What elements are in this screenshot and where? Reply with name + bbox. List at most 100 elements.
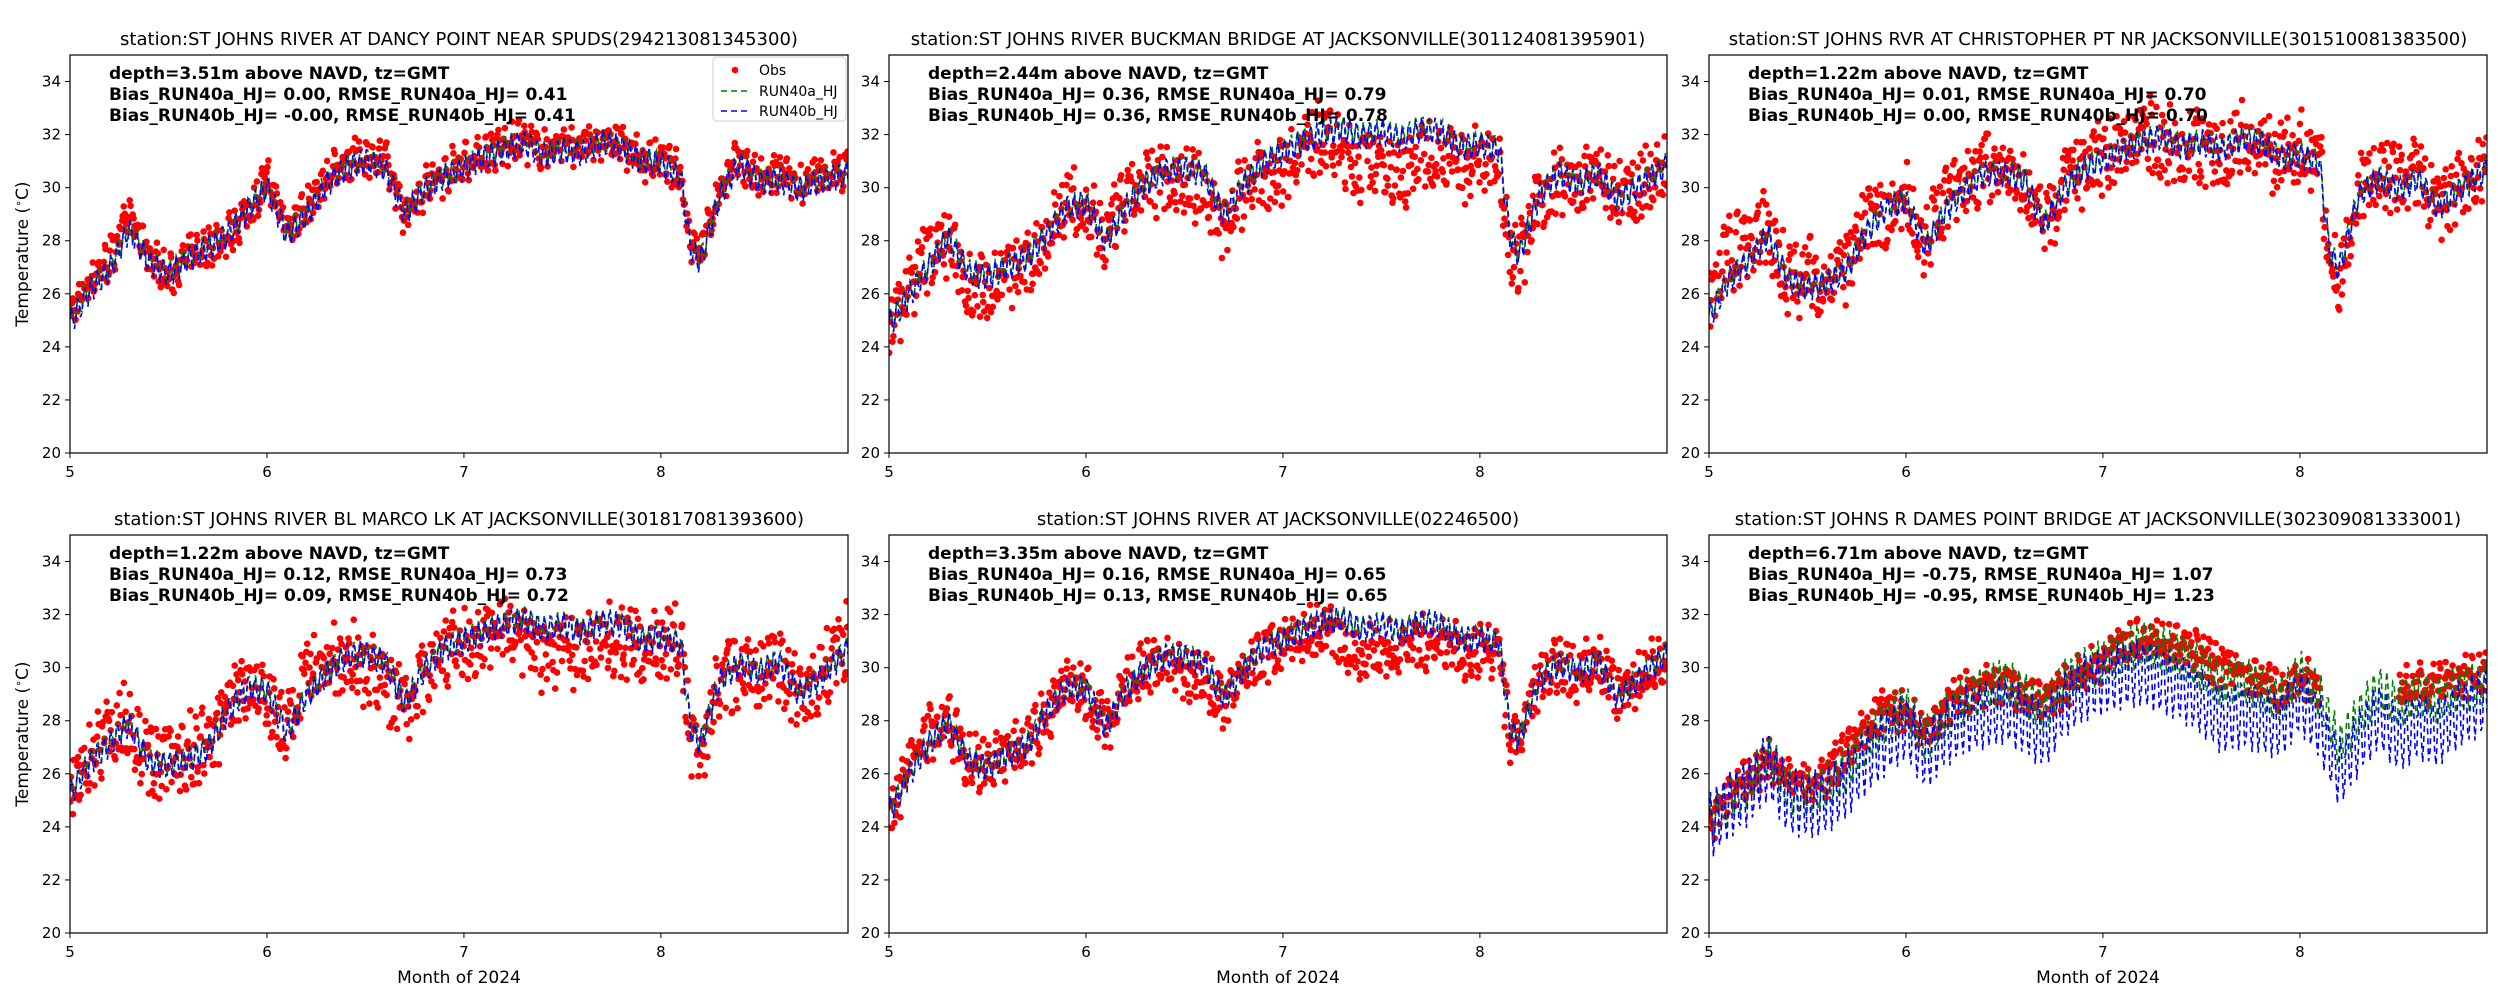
obs-point (1126, 697, 1133, 705)
obs-point (2389, 148, 2397, 156)
obs-point (1817, 308, 1824, 315)
obs-point (739, 680, 747, 687)
obs-point (646, 139, 654, 146)
obs-point (1920, 272, 1927, 279)
obs-point (1604, 152, 1612, 159)
obs-point (568, 124, 575, 131)
obs-point (176, 747, 183, 755)
y-tick-label: 24 (861, 338, 880, 356)
obs-point (355, 651, 363, 659)
obs-point (1878, 687, 1886, 694)
obs-point (469, 652, 476, 659)
obs-point (2387, 209, 2394, 217)
obs-point (1315, 111, 1322, 118)
subplot-title: station:ST JOHNS RIVER BUCKMAN BRIDGE AT… (911, 29, 1645, 50)
obs-point (1877, 695, 1885, 703)
obs-point (444, 683, 452, 690)
obs-point (1616, 157, 1623, 165)
obs-point (980, 298, 987, 306)
obs-point (1496, 135, 1503, 142)
obs-point (1035, 270, 1043, 278)
obs-point (1012, 717, 1019, 725)
obs-point (429, 161, 436, 168)
obs-point (1888, 226, 1895, 234)
obs-point (2213, 125, 2220, 132)
obs-point (2144, 155, 2152, 163)
obs-point (1035, 750, 1042, 758)
obs-point (1716, 249, 1723, 257)
obs-point (365, 690, 372, 697)
obs-point (1531, 663, 1539, 671)
obs-point (733, 664, 740, 671)
obs-point (2110, 179, 2118, 187)
obs-point (823, 624, 831, 632)
obs-point (277, 199, 284, 206)
obs-point (716, 700, 724, 708)
obs-point (1158, 672, 1165, 680)
obs-point (1224, 717, 1232, 724)
obs-point (350, 616, 358, 623)
obs-point (1092, 703, 1100, 711)
obs-point (2289, 131, 2296, 139)
obs-point (2338, 291, 2346, 298)
obs-point (1836, 239, 1844, 246)
obs-point (755, 192, 762, 199)
obs-point (618, 130, 625, 138)
obs-point (675, 661, 682, 668)
x-tick-label: 6 (1901, 463, 1911, 481)
obs-point (1558, 156, 1566, 163)
stats-annotation: Bias_RUN40a_HJ= 0.00, RMSE_RUN40a_HJ= 0.… (109, 85, 567, 105)
obs-point (331, 150, 339, 158)
obs-point (174, 733, 182, 740)
obs-point (310, 631, 318, 639)
obs-point (1264, 679, 1272, 686)
obs-point (1625, 210, 1633, 218)
obs-point (198, 710, 206, 717)
obs-point (1932, 204, 1939, 212)
obs-point (633, 131, 640, 138)
obs-point (2142, 115, 2149, 123)
obs-point (404, 221, 412, 229)
obs-point (1877, 181, 1884, 189)
obs-point (1037, 690, 1045, 697)
obs-point (1556, 144, 1564, 152)
obs-point (1848, 280, 1856, 287)
obs-point (1014, 288, 1022, 296)
obs-point (150, 780, 158, 787)
obs-point (549, 658, 556, 666)
obs-point (1222, 702, 1229, 710)
obs-point (195, 779, 203, 787)
obs-point (926, 232, 934, 239)
obs-point (2357, 149, 2365, 157)
obs-point (1850, 234, 1857, 241)
obs-point (1605, 694, 1612, 701)
x-tick-label: 6 (1081, 943, 1091, 961)
obs-point (2105, 184, 2112, 191)
obs-point (120, 203, 127, 210)
obs-point (2120, 118, 2128, 125)
obs-point (1923, 203, 1931, 211)
obs-point (323, 643, 331, 651)
obs-point (2395, 143, 2403, 150)
obs-point (1432, 160, 1440, 168)
obs-point (1903, 158, 1911, 166)
obs-point (1085, 664, 1092, 672)
obs-point (1663, 182, 1667, 189)
x-tick-label: 5 (884, 943, 894, 961)
obs-point (1105, 216, 1113, 224)
obs-point (1477, 620, 1484, 628)
obs-point (923, 290, 931, 297)
obs-point (1512, 221, 1519, 229)
obs-point (1249, 670, 1256, 677)
obs-point (539, 665, 546, 673)
obs-point (374, 704, 382, 711)
obs-point (1784, 310, 1791, 318)
obs-point (1442, 663, 1450, 671)
obs-point (1786, 243, 1793, 250)
obs-point (282, 754, 289, 762)
obs-point (1418, 656, 1425, 663)
obs-point (442, 617, 450, 624)
obs-point (1453, 156, 1460, 163)
obs-point (401, 680, 408, 688)
y-tick-label: 28 (42, 712, 61, 730)
